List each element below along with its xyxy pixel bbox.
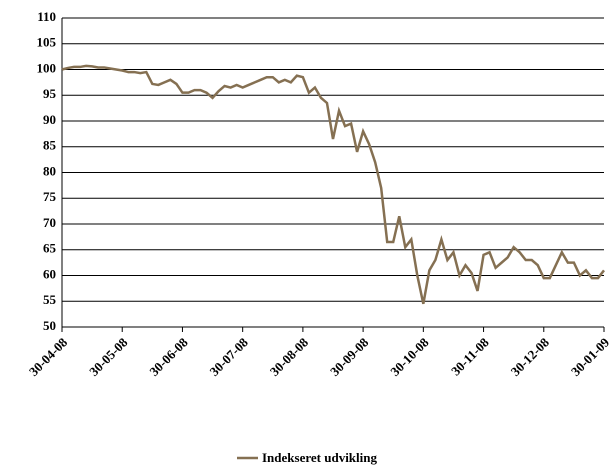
y-tick-label: 75 (43, 189, 57, 204)
x-tick-label: 30-07-08 (207, 334, 252, 379)
x-tick-label: 30-08-08 (267, 334, 312, 379)
x-tick-label: 30-11-08 (448, 334, 492, 378)
x-tick-label: 30-01-09 (568, 334, 613, 379)
y-tick-label: 90 (43, 112, 56, 127)
y-tick-label: 65 (43, 241, 57, 256)
y-tick-label: 80 (43, 163, 56, 178)
x-tick-label: 30-06-08 (146, 334, 191, 379)
line (61, 64, 605, 305)
y-tick-label: 85 (43, 138, 57, 153)
y-tick-label: 50 (43, 318, 56, 333)
x-tick-label: 30-10-08 (387, 334, 432, 379)
x-tick-label: 30-05-08 (86, 334, 131, 379)
y-tick-label: 95 (43, 86, 57, 101)
y-tick-label: 100 (37, 60, 57, 75)
x-tick-label: 30-12-08 (508, 334, 553, 379)
x-tick-label: 30-04-08 (26, 334, 71, 379)
y-tick-label: 60 (43, 266, 56, 281)
y-tick-label: 110 (37, 9, 56, 24)
y-tick-label: 55 (43, 292, 57, 307)
legend-label: Indekseret udvikling (262, 450, 377, 465)
y-tick-label: 70 (43, 215, 56, 230)
x-tick-label: 30-09-08 (327, 334, 372, 379)
y-tick-label: 105 (37, 35, 57, 50)
